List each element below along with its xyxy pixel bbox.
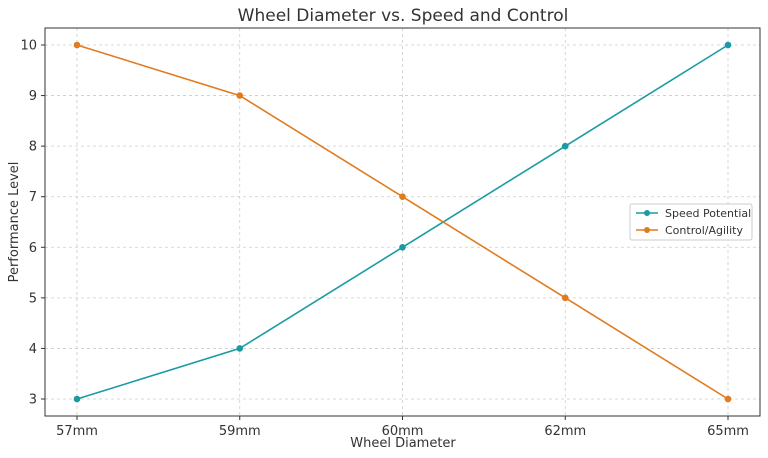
- y-tick-label: 10: [20, 39, 37, 54]
- data-point: [399, 243, 406, 251]
- x-tick-label: 57mm: [56, 424, 98, 439]
- chart-title: Wheel Diameter vs. Speed and Control: [238, 6, 569, 26]
- y-tick-label: 6: [29, 241, 37, 256]
- y-tick-label: 4: [29, 342, 37, 357]
- x-axis-label: Wheel Diameter: [350, 436, 456, 451]
- y-tick-label: 8: [29, 140, 37, 155]
- series-1: [73, 41, 732, 403]
- data-point: [724, 41, 732, 49]
- legend: Speed Potential Control/Agility: [629, 203, 753, 241]
- x-tick-label: 65mm: [707, 424, 749, 439]
- legend-swatch-marker: [644, 210, 650, 216]
- legend-swatch-marker: [644, 227, 650, 233]
- axis-ticks: 57mm 59mm 60mm 62mm 65mm 3 4 5 6 7 8 9 10: [20, 39, 748, 440]
- data-point: [73, 395, 81, 403]
- x-tick-label: 60mm: [382, 424, 424, 439]
- series-layer: [73, 41, 732, 403]
- data-point: [561, 294, 569, 302]
- y-tick-label: 5: [29, 291, 37, 306]
- grid: [45, 28, 760, 416]
- y-tick-label: 3: [29, 393, 37, 408]
- x-tick-label: 59mm: [219, 424, 261, 439]
- legend-label: Control/Agility: [665, 224, 743, 237]
- y-tick-label: 7: [29, 190, 37, 205]
- data-point: [236, 92, 244, 99]
- data-point: [724, 395, 732, 403]
- data-point: [399, 193, 406, 201]
- y-axis-label: Performance Level: [7, 162, 22, 283]
- y-tick-label: 9: [29, 89, 37, 104]
- series-2: [73, 41, 732, 403]
- data-point: [236, 345, 244, 352]
- x-tick-label: 62mm: [544, 424, 586, 439]
- legend-label: Speed Potential: [665, 207, 751, 220]
- data-point: [73, 41, 81, 49]
- data-point: [561, 142, 569, 150]
- legend-box: [629, 203, 753, 241]
